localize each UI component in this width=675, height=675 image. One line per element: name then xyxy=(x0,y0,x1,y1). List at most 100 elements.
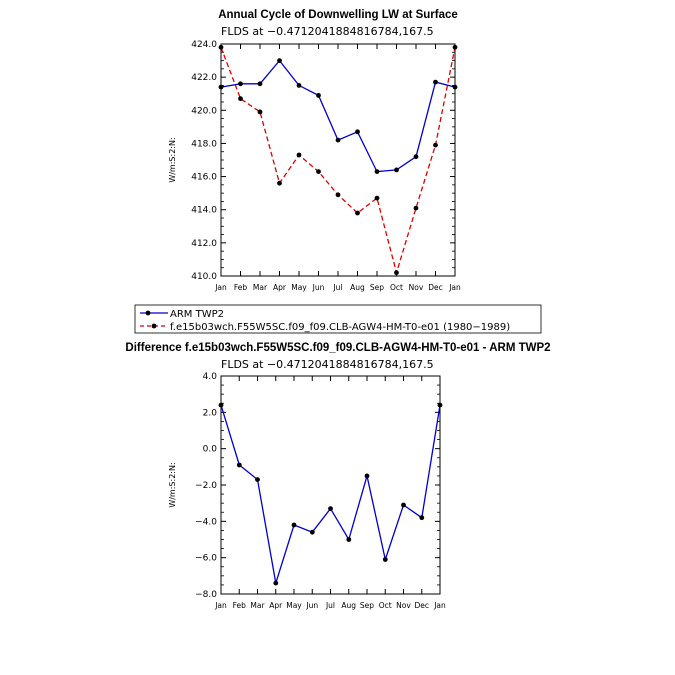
data-point xyxy=(374,195,380,201)
data-point xyxy=(374,169,380,175)
data-point xyxy=(238,81,243,87)
x-tick-label: Sep xyxy=(370,283,384,292)
annual-cycle-chart: Annual Cycle of Downwelling LW at Surfac… xyxy=(168,9,461,292)
y-tick-label: 414.0 xyxy=(191,206,217,216)
y-tick-label: −8.0 xyxy=(195,590,217,600)
x-tick-label: Nov xyxy=(396,601,411,610)
series-layer xyxy=(218,402,443,586)
data-point xyxy=(257,109,263,115)
data-point xyxy=(413,205,419,211)
x-tick-label: Oct xyxy=(379,601,392,610)
data-point xyxy=(218,84,224,90)
x-tick-label: Jan xyxy=(214,283,227,292)
y-tick-label: −2.0 xyxy=(195,481,217,491)
x-tick-label: Aug xyxy=(350,283,365,292)
y-tick-label: 422.0 xyxy=(191,73,217,83)
x-tick-label: Feb xyxy=(233,601,247,610)
y-tick-label: 424.0 xyxy=(191,40,217,50)
axis-ticks: 410.0 412.0 414.0 416.0 418.0 420.0 422.0 424.0… xyxy=(191,40,461,292)
data-point xyxy=(437,402,443,408)
data-point xyxy=(335,137,341,143)
axis-ticks: −8.0 −6.0 −4.0 −2.0 0.0 2.0 4.0 Jan Feb Mar Apr May… xyxy=(195,372,446,610)
y-tick-label: 418.0 xyxy=(191,139,217,149)
y-axis-label: W/m:S:2:N: xyxy=(168,462,177,507)
x-tick-label: Oct xyxy=(390,283,403,292)
y-tick-label: 0.0 xyxy=(203,445,218,455)
chart-title: Annual Cycle of Downwelling LW at Surfac… xyxy=(218,9,458,21)
y-tick-label: −4.0 xyxy=(195,517,217,527)
legend-box xyxy=(134,304,542,334)
data-point xyxy=(401,502,406,508)
x-tick-label: Nov xyxy=(409,283,424,292)
data-point xyxy=(236,462,242,468)
y-tick-label: −6.0 xyxy=(195,554,217,564)
data-point xyxy=(296,152,302,158)
x-tick-label: Jan xyxy=(214,601,227,610)
data-point xyxy=(218,402,224,408)
data-point xyxy=(419,515,425,521)
data-point xyxy=(255,477,260,482)
x-tick-label: Mar xyxy=(250,601,265,610)
data-point xyxy=(309,529,315,535)
data-point xyxy=(355,210,360,216)
y-axis-label: W/m:S:2:N: xyxy=(168,137,177,182)
x-tick-label: May xyxy=(286,601,302,610)
x-tick-label: Jan xyxy=(433,601,446,610)
x-tick-label: Mar xyxy=(253,283,268,292)
difference-chart: Difference f.e15b03wch.F55W5SC.f09_f09.C… xyxy=(125,342,550,610)
data-point xyxy=(291,522,297,528)
series-line xyxy=(220,59,456,173)
data-point xyxy=(238,96,243,102)
data-point xyxy=(452,44,458,50)
data-point xyxy=(433,142,438,148)
legend-marker-arm xyxy=(145,310,151,316)
data-point xyxy=(277,180,282,186)
data-point xyxy=(316,93,321,98)
data-point xyxy=(433,79,438,85)
x-tick-label: Apr xyxy=(269,601,283,610)
x-tick-label: Apr xyxy=(273,283,287,292)
data-point xyxy=(328,506,333,511)
x-tick-label: Jun xyxy=(312,283,325,292)
data-point xyxy=(335,192,341,198)
legend-label-arm: ARM TWP2 xyxy=(170,309,224,320)
x-tick-label: Sep xyxy=(360,601,374,610)
y-tick-label: 412.0 xyxy=(191,239,217,249)
data-point xyxy=(346,537,352,542)
data-point xyxy=(273,580,279,586)
series-line xyxy=(220,47,456,276)
x-tick-label: May xyxy=(291,283,307,292)
x-tick-label: Jun xyxy=(305,601,318,610)
data-point xyxy=(413,154,419,160)
plot-frame xyxy=(220,43,456,277)
series-layer xyxy=(218,44,458,276)
data-point xyxy=(257,81,263,87)
series-line xyxy=(220,404,441,584)
y-tick-label: 410.0 xyxy=(191,272,217,282)
data-point xyxy=(382,557,388,562)
y-tick-label: 4.0 xyxy=(203,372,218,382)
chart-title: Difference f.e15b03wch.F55W5SC.f09_f09.C… xyxy=(125,342,550,354)
x-tick-label: Dec xyxy=(428,283,443,292)
data-point xyxy=(296,83,302,88)
x-tick-label: Feb xyxy=(234,283,248,292)
x-tick-label: Aug xyxy=(341,601,356,610)
data-point xyxy=(218,44,224,50)
data-point xyxy=(355,129,360,135)
data-point xyxy=(277,58,282,63)
chart-subtitle: FLDS at −0.4712041884816784,167.5 xyxy=(221,358,434,371)
legend-marker-model xyxy=(151,323,157,329)
legend-label-model: f.e15b03wch.F55W5SC.f09_f09.CLB-AGW4-HM-… xyxy=(170,322,510,333)
data-point xyxy=(364,473,370,479)
x-tick-label: Jul xyxy=(332,283,342,292)
x-tick-label: Dec xyxy=(414,601,429,610)
x-tick-label: Jul xyxy=(325,601,335,610)
data-point xyxy=(452,84,458,90)
legend: ARM TWP2 f.e15b03wch.F55W5SC.f09_f09.CLB… xyxy=(134,304,542,334)
chart-subtitle: FLDS at −0.4712041884816784,167.5 xyxy=(221,25,434,38)
y-tick-label: 2.0 xyxy=(203,408,218,418)
data-point xyxy=(316,169,321,175)
data-point xyxy=(394,270,399,276)
x-tick-label: Jan xyxy=(448,283,461,292)
